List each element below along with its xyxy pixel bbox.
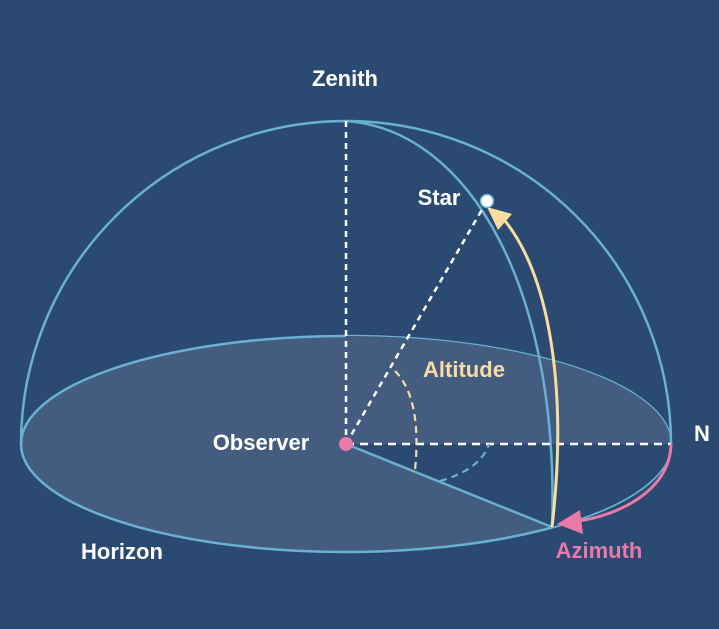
altitude-angle-arc: [394, 370, 418, 471]
observer-label: Observer: [213, 430, 310, 455]
star-point: [479, 193, 495, 209]
horizon-label: Horizon: [81, 539, 163, 564]
horizon-back-sector: [346, 444, 671, 527]
altitude-arrowhead: [487, 207, 512, 230]
azimuth-arrowhead: [557, 510, 583, 534]
azimuth-ray: [345, 442, 553, 529]
azimuth-label: Azimuth: [556, 538, 643, 563]
azimuth-arrow: [577, 443, 673, 523]
star-label: Star: [418, 185, 461, 210]
star-sightline: [344, 200, 489, 445]
azimuth-angle-arc: [439, 443, 491, 483]
horizon-back-sector-right: [346, 336, 671, 444]
zenith-label: Zenith: [312, 66, 378, 91]
meridian-arc: [345, 119, 554, 528]
altitude-label: Altitude: [423, 357, 505, 382]
observer-point: [339, 437, 353, 451]
altitude-arrow: [498, 213, 560, 528]
north-label: N: [694, 421, 710, 446]
